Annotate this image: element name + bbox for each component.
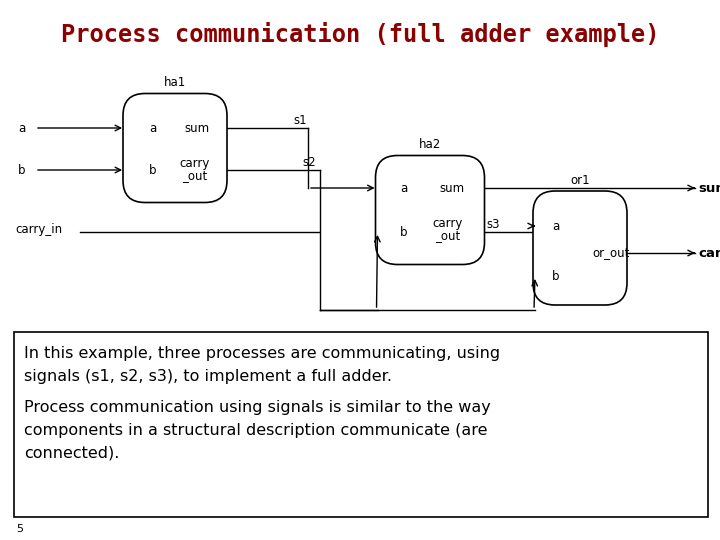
Text: b: b <box>400 226 408 239</box>
Text: sum: sum <box>184 122 210 134</box>
Text: sum: sum <box>439 181 464 194</box>
Text: s2: s2 <box>302 156 315 168</box>
Text: or_out: or_out <box>592 246 629 260</box>
Text: _out: _out <box>182 170 207 183</box>
Text: carry: carry <box>180 158 210 171</box>
Text: ha2: ha2 <box>419 138 441 152</box>
FancyBboxPatch shape <box>14 332 708 517</box>
Text: connected).: connected). <box>24 446 120 461</box>
Text: Process communication (full adder example): Process communication (full adder exampl… <box>60 22 660 47</box>
Text: or1: or1 <box>570 174 590 187</box>
Text: carry_out: carry_out <box>698 246 720 260</box>
Text: b: b <box>149 164 157 177</box>
Text: a: a <box>400 181 408 194</box>
FancyBboxPatch shape <box>533 191 627 305</box>
Text: b: b <box>552 269 559 282</box>
Text: a: a <box>149 122 157 134</box>
Text: sum: sum <box>698 181 720 194</box>
Text: _out: _out <box>436 230 461 242</box>
Text: carry_in: carry_in <box>15 224 62 237</box>
Text: a: a <box>552 219 559 233</box>
Text: s3: s3 <box>487 218 500 231</box>
Text: In this example, three processes are communicating, using: In this example, three processes are com… <box>24 346 500 361</box>
FancyBboxPatch shape <box>123 93 227 202</box>
Text: signals (s1, s2, s3), to implement a full adder.: signals (s1, s2, s3), to implement a ful… <box>24 369 392 384</box>
Text: carry: carry <box>433 218 463 231</box>
Text: b: b <box>18 164 25 177</box>
Text: components in a structural description communicate (are: components in a structural description c… <box>24 423 487 438</box>
Text: ha1: ha1 <box>164 77 186 90</box>
FancyBboxPatch shape <box>376 156 485 265</box>
Text: 5: 5 <box>16 524 23 534</box>
Text: a: a <box>18 122 25 134</box>
Text: s1: s1 <box>293 113 307 126</box>
Text: Process communication using signals is similar to the way: Process communication using signals is s… <box>24 400 491 415</box>
